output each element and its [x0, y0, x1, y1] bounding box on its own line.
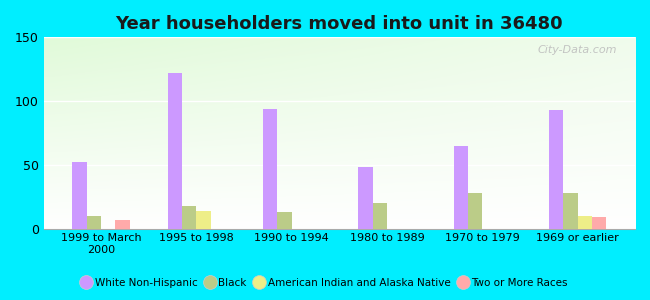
Bar [372, 203, 387, 229]
Bar [168, 73, 182, 229]
Title: Year householders moved into unit in 36480: Year householders moved into unit in 364… [116, 15, 563, 33]
Bar [182, 206, 196, 229]
Bar [564, 193, 578, 229]
Legend: White Non-Hispanic, Black, American Indian and Alaska Native, Two or More Races: White Non-Hispanic, Black, American Indi… [78, 273, 572, 292]
Bar [468, 193, 482, 229]
Bar [549, 110, 564, 229]
Bar [86, 216, 101, 229]
Bar [592, 217, 606, 229]
Bar [454, 146, 468, 229]
Bar [263, 109, 278, 229]
Bar [358, 167, 372, 229]
Bar [278, 212, 292, 229]
Bar [72, 162, 86, 229]
Text: City-Data.com: City-Data.com [538, 45, 618, 55]
Bar [196, 211, 211, 229]
Bar [578, 216, 592, 229]
Bar [115, 220, 129, 229]
